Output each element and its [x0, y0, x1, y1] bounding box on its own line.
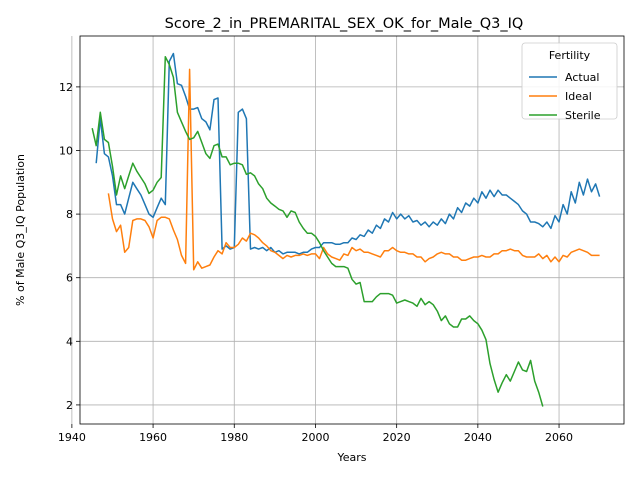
y-tick-label: 12: [59, 81, 73, 94]
x-tick-label: 2060: [545, 431, 573, 444]
x-tick-label: 1960: [139, 431, 167, 444]
x-tick-label: 1980: [220, 431, 248, 444]
x-tick-label: 2040: [464, 431, 492, 444]
x-tick-label: 1940: [58, 431, 86, 444]
chart-title: Score_2_in_PREMARITAL_SEX_OK_for_Male_Q3…: [165, 16, 524, 32]
legend-label-actual: Actual: [565, 71, 599, 84]
y-tick-label: 10: [59, 144, 73, 157]
y-tick-label: 4: [66, 335, 73, 348]
y-axis-label: % of Male Q3_IQ Population: [14, 154, 27, 306]
x-tick-label: 2020: [383, 431, 411, 444]
y-tick-label: 2: [66, 399, 73, 412]
y-tick-label: 6: [66, 272, 73, 285]
y-tick-label: 8: [66, 208, 73, 221]
legend-label-sterile: Sterile: [565, 109, 601, 122]
legend: Fertility Actual Ideal Sterile: [522, 43, 617, 122]
legend-title: Fertility: [549, 49, 591, 62]
x-axis-label: Years: [336, 451, 366, 464]
legend-label-ideal: Ideal: [565, 90, 592, 103]
x-tick-label: 2000: [301, 431, 329, 444]
